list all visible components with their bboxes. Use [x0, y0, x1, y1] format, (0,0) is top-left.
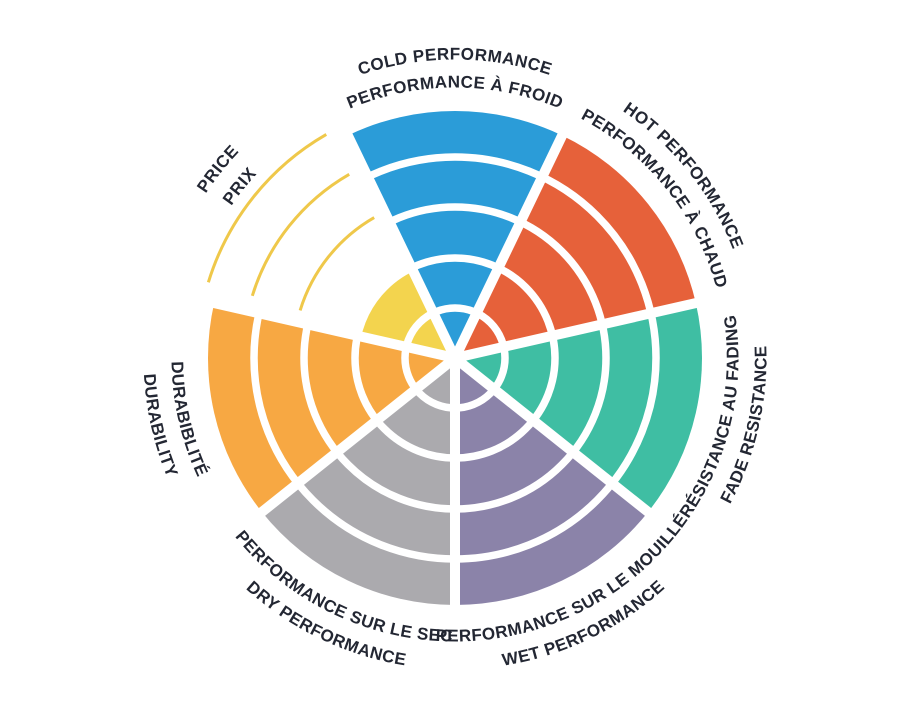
unfilled-ring-arc-price-5	[206, 133, 328, 283]
sector-gap-spoke-7	[340, 127, 460, 361]
sector-cold-performance	[347, 110, 563, 358]
sector-gap-spoke-2	[453, 296, 703, 363]
sector-gap-spoke-5	[254, 354, 459, 520]
sector-durability	[207, 303, 455, 512]
label-text-cold-performance-fr: PERFORMANCE À FROID	[344, 72, 565, 112]
sector-wet-performance	[455, 358, 649, 605]
sector-fade-resistance	[455, 303, 703, 512]
sector-hot-performance	[455, 135, 696, 358]
sector-gap-spoke-1	[450, 127, 570, 361]
hub-dot	[449, 352, 461, 364]
unfilled-ring-arc-price-3	[298, 216, 375, 311]
sector-gap-spoke-3	[451, 354, 656, 520]
label-cold-performance-fr: PERFORMANCE À FROID	[344, 72, 566, 112]
sector-dry-performance	[261, 358, 455, 605]
sector-gap-spoke-6	[207, 296, 457, 363]
unfilled-ring-arc-price-4	[250, 172, 350, 297]
